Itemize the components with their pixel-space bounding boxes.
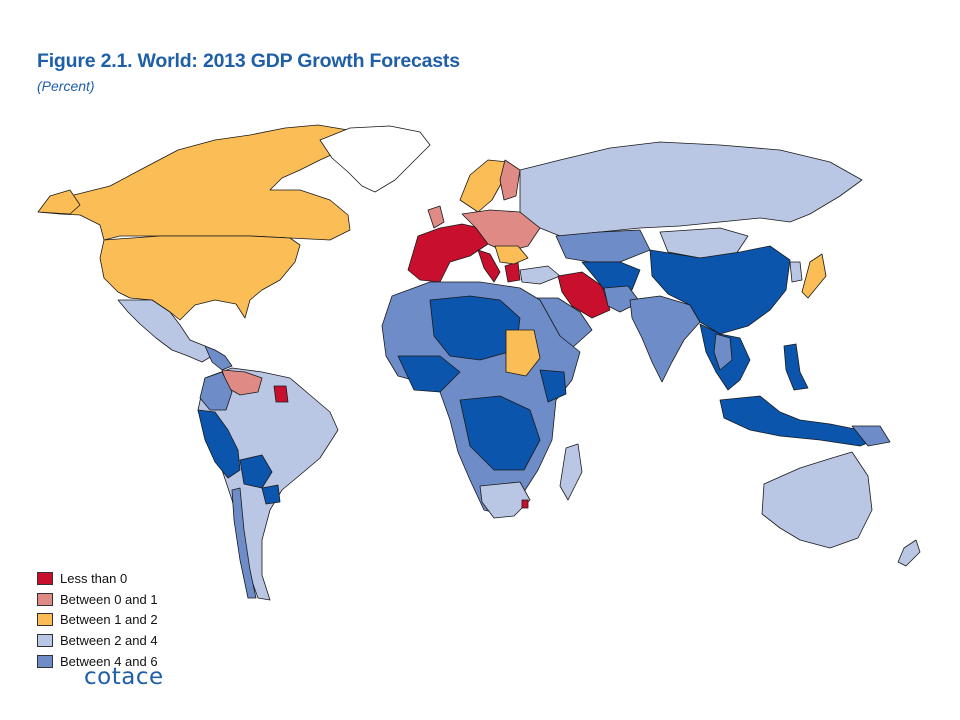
legend-label: Between 0 and 1 [60,591,158,607]
region-west-africa [397,355,461,393]
legend-label: Between 1 and 2 [60,612,158,628]
region-png [851,425,891,447]
region-thailand [713,333,733,371]
region-central-africa [459,395,541,471]
region-balkans [494,245,529,265]
region-paraguay [261,484,281,505]
region-canada [37,124,351,241]
legend-swatch [37,633,53,647]
figure-title: Figure 2.1. World: 2013 GDP Growth Forec… [37,50,460,72]
legend-swatch [37,654,53,668]
region-peru [197,409,241,479]
region-alaska [37,189,81,215]
region-madagascar [559,443,583,501]
region-swaziland [521,499,529,509]
legend-swatch [37,613,53,627]
legend-item: Between 0 and 1 [37,589,158,610]
cotace-logo: cotace [84,664,164,690]
region-ethiopia [539,369,567,403]
legend-swatch [37,592,53,606]
region-india [629,295,701,383]
region-south-america [197,367,339,601]
region-korea [789,261,803,283]
region-australia [761,451,873,549]
region-mexico [117,299,213,363]
legend-item: Between 1 and 2 [37,609,158,630]
legend-item: Between 4 and 6 [37,651,158,672]
legend-label: Between 2 and 4 [60,632,158,648]
region-indonesia [719,395,881,447]
region-china [649,245,791,335]
region-colombia [199,371,233,411]
region-iran [557,271,611,319]
region-philippines [783,343,809,391]
region-chile [231,487,257,599]
legend-label: Less than 0 [60,570,128,586]
region-finland [499,159,521,201]
region-greenland [319,125,431,193]
region-turkey [519,265,561,285]
region-italy [477,249,501,283]
region-central-europe [461,209,541,253]
region-kazakhstan [555,229,651,263]
region-new-zealand [897,539,921,567]
region-greece [504,261,521,283]
region-western-europe [407,223,489,283]
legend-item: Between 2 and 4 [37,630,158,651]
region-bolivia [239,454,273,489]
figure-subtitle: (Percent) [37,78,95,94]
legend-swatch [37,571,53,585]
region-usa [99,235,301,321]
region-sudan [505,329,541,377]
region-suriname [273,385,289,403]
legend-label: Between 4 and 6 [60,653,158,669]
legend-item: Less than 0 [37,568,158,589]
region-russia [519,141,863,237]
region-uk [427,205,445,229]
region-central-america [204,345,233,371]
region-japan [801,253,827,299]
map-legend: Less than 0 Between 0 and 1 Between 1 an… [37,568,158,671]
world-map [37,124,921,601]
region-south-africa [479,481,531,519]
